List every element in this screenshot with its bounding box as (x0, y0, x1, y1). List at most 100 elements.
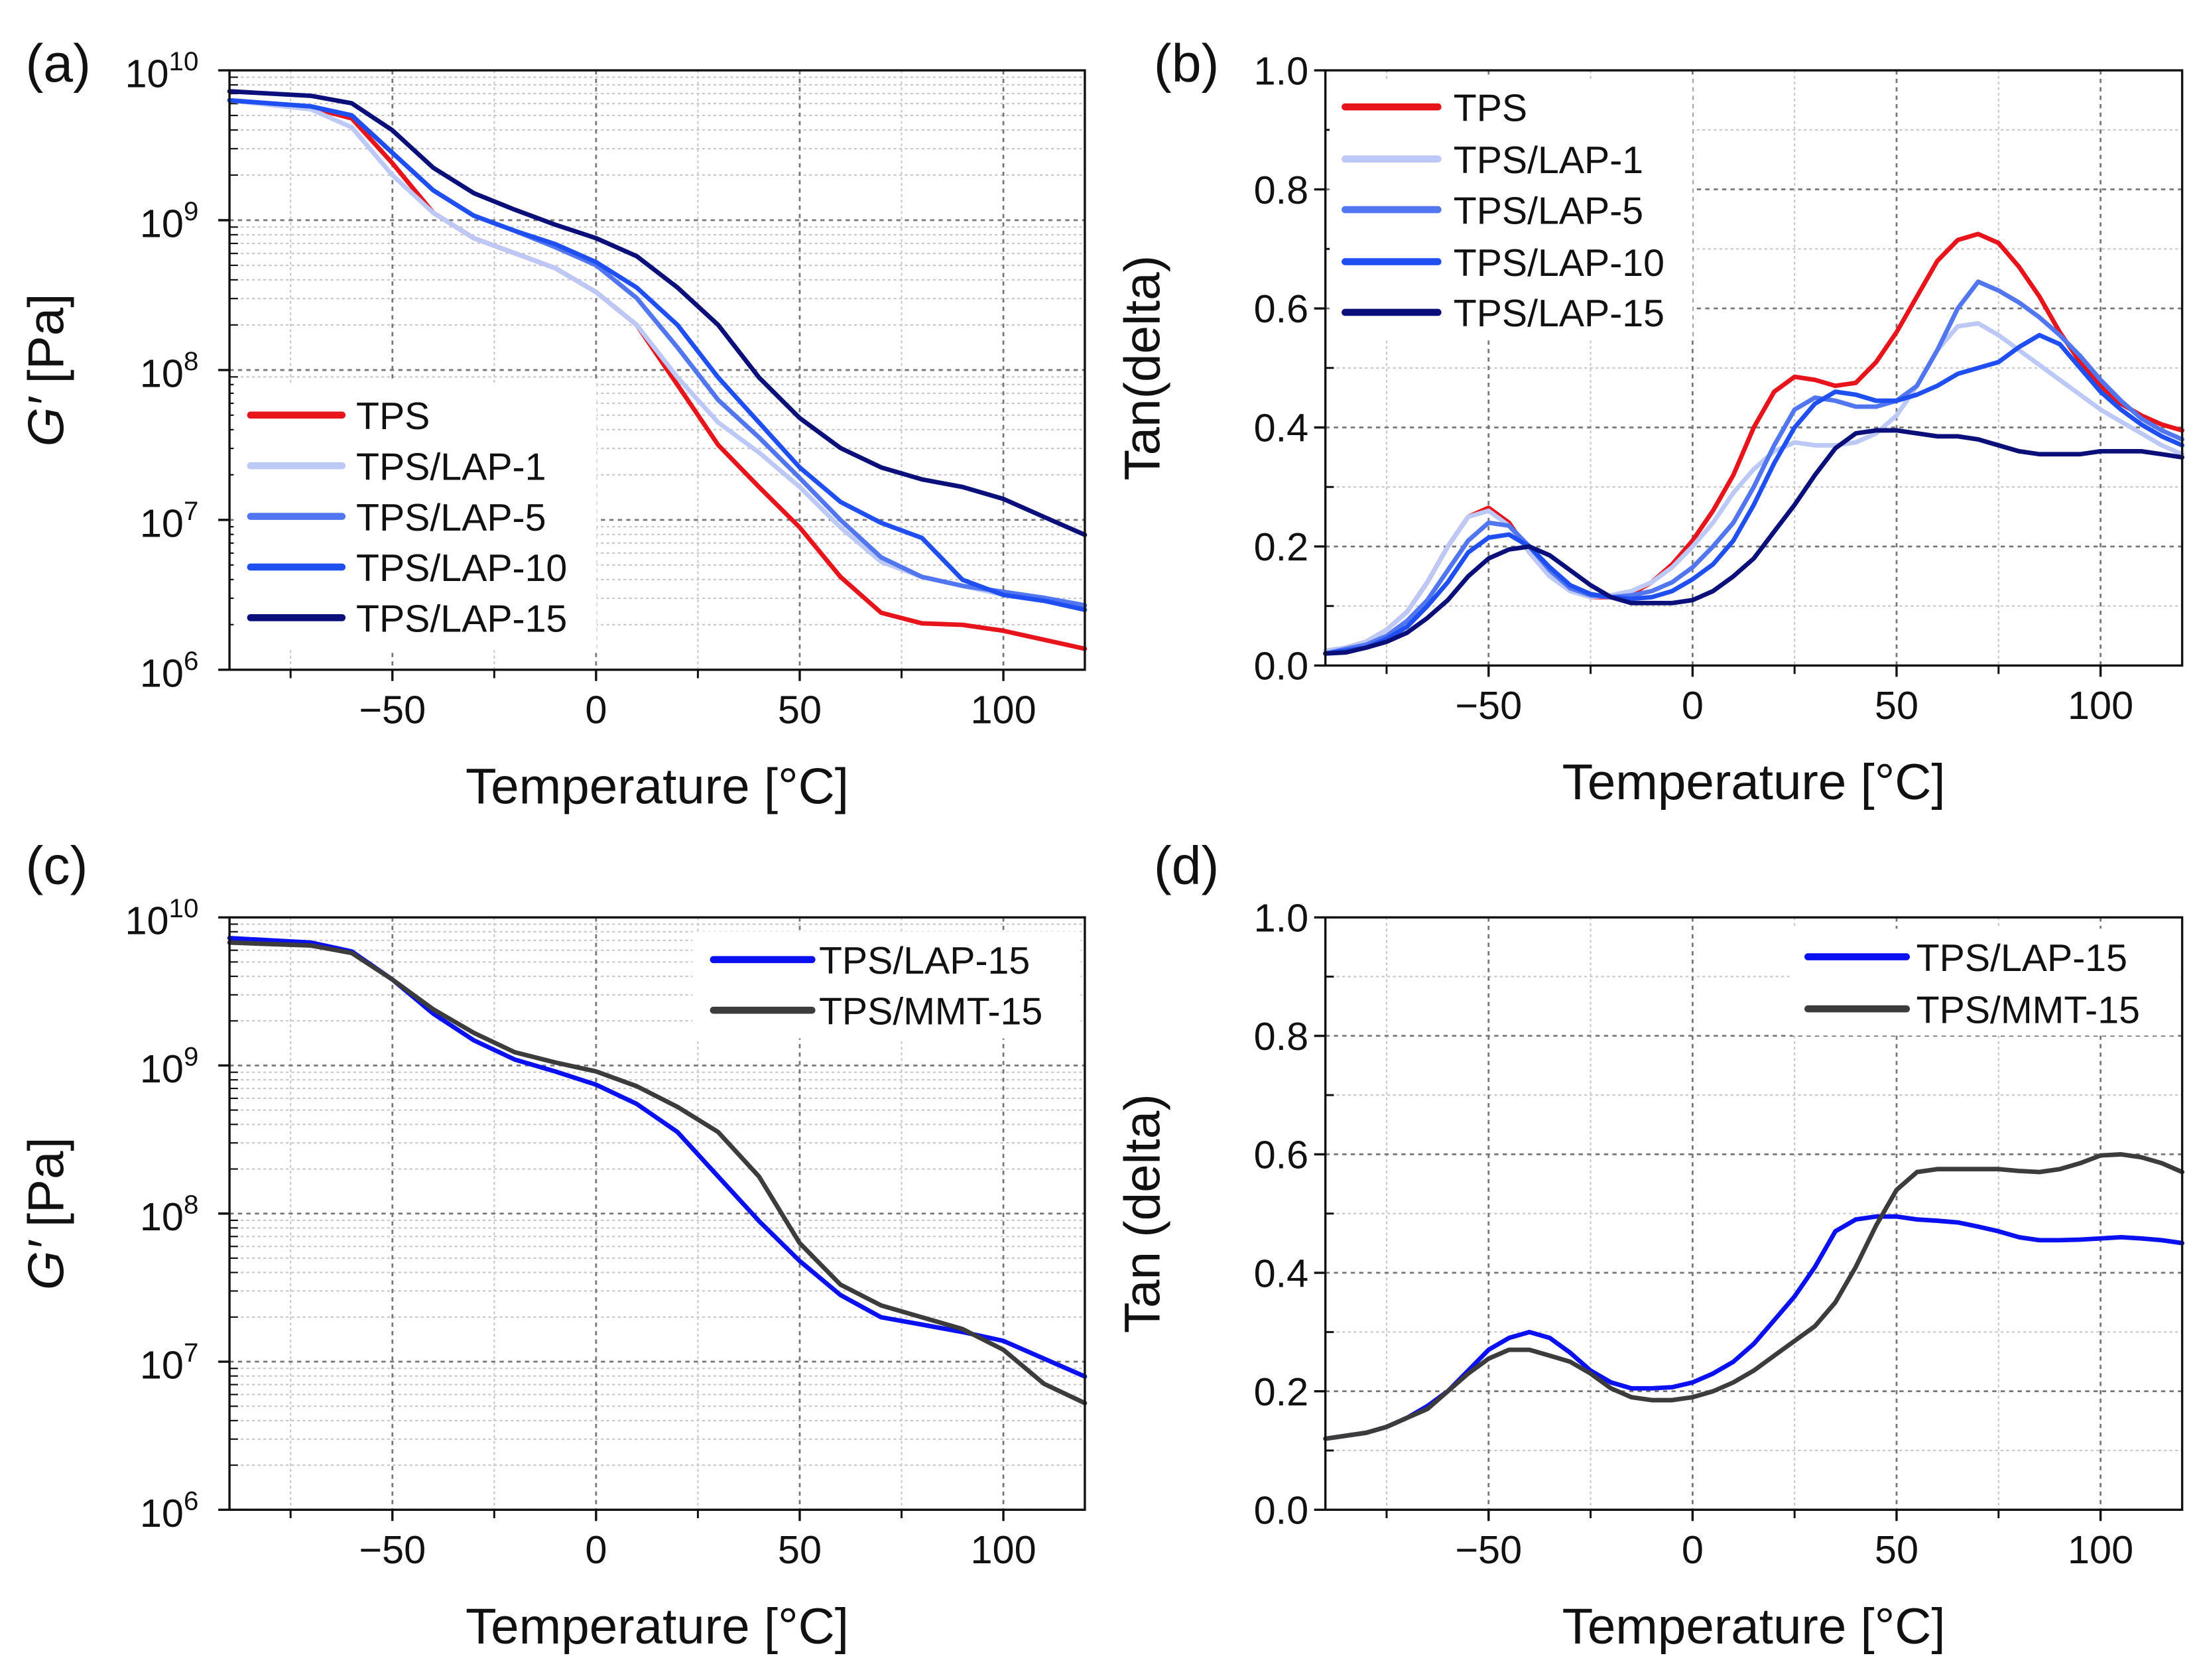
y-tick-label: 107 (140, 1338, 198, 1387)
y-tick-base: 10 (140, 651, 184, 695)
y-tick-exponent: 7 (184, 1338, 198, 1368)
y-tick-label: 0.4 (1254, 1251, 1309, 1295)
y-tick-base: 10 (140, 1342, 184, 1387)
legend-item: TPS/LAP-10 (247, 547, 567, 590)
legend-item: TPS/MMT-15 (710, 990, 1042, 1033)
series-line-tps-mmt-15 (227, 940, 1088, 1405)
y-tick-base: 10 (140, 1047, 184, 1091)
y-tick-label: 1010 (125, 893, 199, 942)
legend: TPS/LAP-15 TPS/MMT-15 (692, 931, 1081, 1039)
legend-item: TPS (247, 395, 430, 438)
y-axis-title-unit: [Pa] (19, 1137, 75, 1241)
legend-item: TPS/LAP-5 (1342, 190, 1643, 232)
y-tick-exponent: 9 (184, 196, 198, 226)
y-tick-exponent: 7 (184, 496, 198, 526)
x-tick-label: −50 (1455, 1527, 1522, 1572)
y-axis-title-symbol: G′ (19, 396, 75, 446)
y-tick-label: 0.0 (1254, 644, 1309, 688)
y-tick-label: 109 (140, 196, 198, 245)
y-axis-title: G′ [Pa] (19, 1137, 75, 1290)
legend-item: TPS/MMT-15 (1804, 989, 2140, 1031)
legend-item: TPS/LAP-15 (1804, 937, 2127, 980)
x-tick-label: 100 (971, 1527, 1036, 1572)
panel-b: −50 0 50 100 0.0 0.2 0.4 0.6 0.8 1.0 Temperature [… (1114, 34, 2185, 810)
x-axis-title: Temperature [°C] (1562, 1598, 1946, 1655)
x-tick-label: 0 (1682, 1527, 1704, 1572)
legend-label: TPS/LAP-15 (1916, 937, 2127, 980)
legend-item: TPS/LAP-15 (1342, 292, 1664, 335)
y-axis-title-unit: [Pa] (19, 294, 75, 398)
legend-item: TPS/LAP-5 (247, 497, 546, 539)
series-line-tps-lap-15 (227, 89, 1088, 537)
legend-label: TPS/LAP-15 (1454, 292, 1664, 335)
y-tick-exponent: 8 (184, 1190, 198, 1220)
series-line-tps-lap-5 (1323, 279, 2185, 656)
x-tick-label: 0 (585, 687, 607, 732)
y-tick-label: 108 (140, 1190, 198, 1239)
y-tick-label: 106 (140, 1486, 198, 1535)
panel-label: (c) (25, 836, 88, 895)
legend-item: TPS/LAP-15 (710, 940, 1030, 982)
legend-item: TPS/LAP-10 (1342, 242, 1664, 285)
x-tick-label: 50 (1875, 1527, 1918, 1572)
y-tick-label: 0.6 (1254, 287, 1309, 331)
legend-label: TPS/MMT-15 (1916, 989, 2140, 1031)
plot-frame (1324, 916, 2184, 1512)
x-axis-title: Temperature [°C] (466, 758, 849, 814)
x-tick-label: 100 (2068, 1527, 2133, 1572)
y-tick-label: 0.8 (1254, 1014, 1309, 1059)
legend-item: TPS/LAP-1 (1342, 139, 1643, 182)
y-tick-label: 1.0 (1254, 895, 1309, 940)
legend: TPS TPS/LAP-1 TPS/LAP-5 TPS/LAP-10 TPS/LAP-1… (1330, 78, 1693, 338)
legend-label: TPS/LAP-15 (819, 940, 1030, 982)
x-tick-label: 0 (585, 1527, 607, 1572)
y-tick-label: 0.0 (1254, 1488, 1309, 1533)
legend-item: TPS (1342, 87, 1527, 129)
y-tick-label: 0.8 (1254, 168, 1309, 212)
y-tick-label: 1.0 (1254, 48, 1309, 93)
y-tick-exponent: 6 (184, 1486, 198, 1516)
series-line-tps-lap-15 (1323, 1214, 2185, 1441)
y-axis-title: Tan (delta) (1114, 1094, 1170, 1333)
legend-label: TPS (356, 395, 430, 438)
y-tick-label: 108 (140, 346, 198, 395)
x-tick-label: 50 (778, 687, 822, 732)
legend-item: TPS/LAP-15 (247, 598, 567, 641)
x-axis-title: Temperature [°C] (1562, 754, 1946, 810)
y-tick-exponent: 10 (169, 893, 199, 923)
legend-background (1792, 929, 2178, 1036)
legend: TPS TPS/LAP-1 TPS/LAP-5 TPS/LAP-10 TPS/LAP-1… (233, 383, 597, 651)
series-line-tps-lap-1 (1323, 321, 2185, 653)
x-tick-label: 50 (778, 1527, 822, 1572)
x-tick-label: −50 (359, 1527, 426, 1572)
y-tick-base: 10 (140, 201, 184, 245)
series-line-tps-lap-10 (1323, 332, 2185, 656)
plot-frame (1324, 69, 2184, 667)
legend-label: TPS/LAP-5 (1454, 190, 1643, 232)
y-tick-exponent: 8 (184, 346, 198, 376)
y-tick-label: 0.2 (1254, 525, 1309, 569)
series-line-tps-lap-15 (1323, 428, 2185, 656)
panel-d: −50 0 50 100 0.0 0.2 0.4 0.6 0.8 1.0 Temperature [… (1114, 836, 2185, 1655)
x-tick-label: 100 (2068, 683, 2133, 728)
panel-label: (d) (1154, 836, 1220, 895)
legend-label: TPS/LAP-10 (356, 547, 567, 590)
y-tick-exponent: 10 (169, 46, 199, 76)
y-tick-label: 0.4 (1254, 406, 1309, 450)
legend-background (692, 931, 1081, 1039)
panel-label: (a) (25, 34, 91, 94)
y-tick-base: 10 (125, 899, 169, 943)
legend-label: TPS/LAP-1 (356, 446, 546, 488)
panel-label: (b) (1154, 34, 1220, 94)
series-line-tps-lap-10 (227, 97, 1088, 612)
y-tick-exponent: 9 (184, 1041, 198, 1071)
x-axis-title: Temperature [°C] (466, 1598, 849, 1655)
y-axis-title-symbol: G′ (19, 1240, 75, 1290)
y-tick-label: 0.2 (1254, 1370, 1309, 1414)
legend-label: TPS (1454, 87, 1527, 129)
y-tick-label: 107 (140, 496, 198, 545)
y-tick-base: 10 (125, 52, 169, 96)
legend: TPS/LAP-15 TPS/MMT-15 (1792, 929, 2178, 1036)
